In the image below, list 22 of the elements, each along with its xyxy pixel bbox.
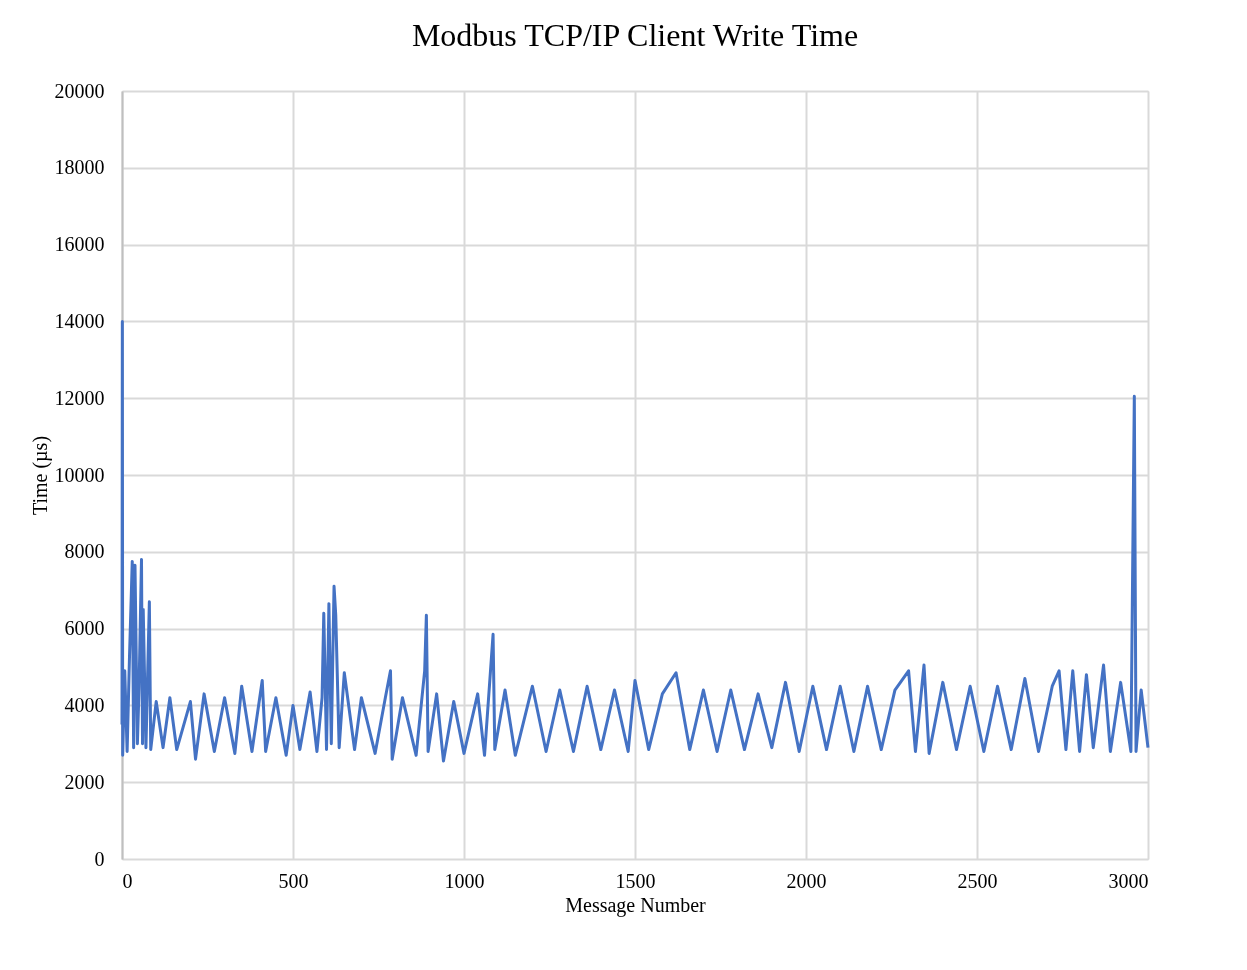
- y-tick-label: 2000: [64, 770, 105, 793]
- y-tick-label: 4000: [64, 693, 105, 716]
- y-tick-label: 0: [94, 847, 105, 870]
- x-tick-label: 2000: [786, 869, 827, 892]
- x-tick-label: 1500: [615, 869, 656, 892]
- x-tick-label: 500: [278, 869, 309, 892]
- x-axis-title: Message Number: [565, 893, 707, 917]
- x-tick-label: 1000: [444, 869, 485, 892]
- y-tick-label: 18000: [54, 156, 105, 179]
- y-tick-label: 6000: [64, 617, 105, 640]
- y-tick-label: 14000: [54, 309, 105, 332]
- y-axis-title: Time (µs): [28, 435, 52, 516]
- x-tick-label: 2500: [957, 869, 998, 892]
- y-tick-label: 16000: [54, 233, 105, 256]
- y-tick-label: 20000: [54, 79, 105, 102]
- line-series: [120, 319, 1150, 763]
- y-tick-label: 10000: [54, 463, 105, 486]
- y-tick-label: 8000: [64, 540, 105, 563]
- y-tick-label: 12000: [54, 386, 105, 409]
- x-tick-label: 0: [122, 869, 133, 892]
- chart-title: Modbus TCP/IP Client Write Time: [411, 17, 859, 53]
- x-tick-label: 3000: [1108, 869, 1149, 892]
